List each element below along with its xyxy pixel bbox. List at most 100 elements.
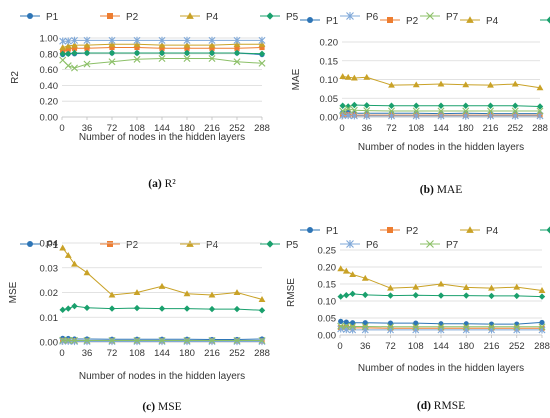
caption: (d) RMSE xyxy=(417,400,465,412)
data-point-p7 xyxy=(538,323,546,331)
y-axis-label: MAE xyxy=(291,68,302,90)
legend-label: P2 xyxy=(126,240,139,251)
y-axis-label: R2 xyxy=(10,71,21,84)
x-tick-label: 144 xyxy=(433,123,449,134)
data-point-p7 xyxy=(158,337,166,345)
data-point-p5 xyxy=(437,102,445,109)
data-point-p1 xyxy=(387,320,394,326)
data-point-p5 xyxy=(363,102,370,109)
data-point-p7 xyxy=(258,59,266,67)
legend-item-p4: P4 xyxy=(180,240,219,251)
data-point-p6 xyxy=(258,36,266,44)
data-point-p7 xyxy=(64,62,72,70)
data-point-p2 xyxy=(259,44,265,51)
data-point-p7 xyxy=(462,323,470,331)
y-tick-label: 0.05 xyxy=(318,314,337,325)
data-point-p2 xyxy=(234,45,240,51)
legend-label: P1 xyxy=(46,12,59,23)
legend-item-p6: P6 xyxy=(340,240,379,251)
legend-label: P4 xyxy=(206,12,219,23)
y-tick-label: 0.10 xyxy=(320,75,339,86)
x-tick-label: 36 xyxy=(361,123,372,134)
legend-label: P2 xyxy=(406,226,419,237)
data-point-p7 xyxy=(233,337,241,345)
data-point-p2 xyxy=(84,45,90,51)
legend-marker-x xyxy=(426,12,434,20)
data-point-p2 xyxy=(134,44,140,51)
legend-label: P4 xyxy=(206,240,219,251)
data-point-p7 xyxy=(71,337,78,345)
data-point-p6 xyxy=(350,112,358,120)
data-point-p6 xyxy=(158,36,166,44)
data-point-p7 xyxy=(342,322,350,330)
data-point-p4 xyxy=(83,269,91,276)
legend-marker-square xyxy=(387,227,393,233)
x-tick-label: 72 xyxy=(386,123,397,134)
legend-label: P4 xyxy=(486,16,499,27)
data-point-p7 xyxy=(388,107,395,115)
data-point-p6 xyxy=(59,37,67,45)
data-point-p5 xyxy=(462,102,469,109)
y-axis-label: MSE xyxy=(8,281,19,303)
data-point-p6 xyxy=(183,36,191,44)
caption-label: (d) xyxy=(417,400,431,412)
x-tick-label: 288 xyxy=(534,341,550,352)
x-axis-label: Number of nodes in the hidden layers xyxy=(79,132,245,143)
data-point-p7 xyxy=(183,55,191,63)
series-p7 xyxy=(59,336,266,345)
y-tick-label: 0.05 xyxy=(320,94,339,105)
legend-item-p2: P2 xyxy=(100,12,139,23)
data-point-p6 xyxy=(133,337,141,346)
x-tick-label: 36 xyxy=(82,348,93,359)
data-point-p6 xyxy=(83,36,91,44)
legend-label: P6 xyxy=(366,12,379,23)
series-p7 xyxy=(59,55,266,72)
data-point-p4 xyxy=(437,280,445,287)
y-tick-label: 0.00 xyxy=(40,338,59,349)
data-point-p6 xyxy=(208,36,216,44)
data-point-p7 xyxy=(513,323,521,331)
x-tick-label: 108 xyxy=(129,348,145,359)
data-point-p7 xyxy=(133,55,141,63)
data-point-p5 xyxy=(387,292,394,299)
x-tick-label: 144 xyxy=(154,123,170,134)
data-point-p4 xyxy=(158,282,166,289)
legend-marker-triangle xyxy=(466,16,474,23)
data-point-p6 xyxy=(108,36,116,44)
caption-label: (a) xyxy=(148,178,162,190)
series-p6 xyxy=(59,36,266,45)
series-p1 xyxy=(338,318,545,327)
data-point-p4 xyxy=(361,274,369,281)
x-tick-label: 252 xyxy=(507,123,523,134)
data-point-p7 xyxy=(108,337,116,345)
data-point-p7 xyxy=(349,323,357,330)
caption-label: (b) xyxy=(420,184,434,196)
data-point-p6 xyxy=(158,337,166,346)
y-tick-label: 0.02 xyxy=(40,288,59,299)
y-tick-label: 0.00 xyxy=(320,113,339,124)
x-tick-label: 108 xyxy=(129,123,145,134)
legend-label: P5 xyxy=(286,12,299,23)
caption: (c) MSE xyxy=(142,401,181,413)
x-axis-label: Number of nodes in the hidden layers xyxy=(358,363,524,374)
data-point-p1 xyxy=(362,320,368,326)
data-point-p5 xyxy=(463,292,470,299)
y-axis-label: RMSE xyxy=(286,278,297,307)
data-point-p4 xyxy=(536,84,544,91)
data-point-p4 xyxy=(511,80,519,87)
data-point-p7 xyxy=(437,323,445,331)
data-point-p5 xyxy=(158,49,166,57)
data-point-p5 xyxy=(258,50,266,57)
legend-marker-diamond xyxy=(266,12,274,20)
series-line xyxy=(62,58,263,69)
data-point-p4 xyxy=(233,289,241,296)
data-point-p5 xyxy=(208,49,216,57)
data-point-p7 xyxy=(71,64,78,72)
y-tick-label: 0.01 xyxy=(40,313,59,324)
data-point-p4 xyxy=(83,41,91,48)
data-point-p7 xyxy=(233,58,241,66)
caption-text: MSE xyxy=(155,401,182,413)
x-tick-label: 216 xyxy=(204,348,220,359)
y-tick-label: 0.00 xyxy=(40,113,59,124)
